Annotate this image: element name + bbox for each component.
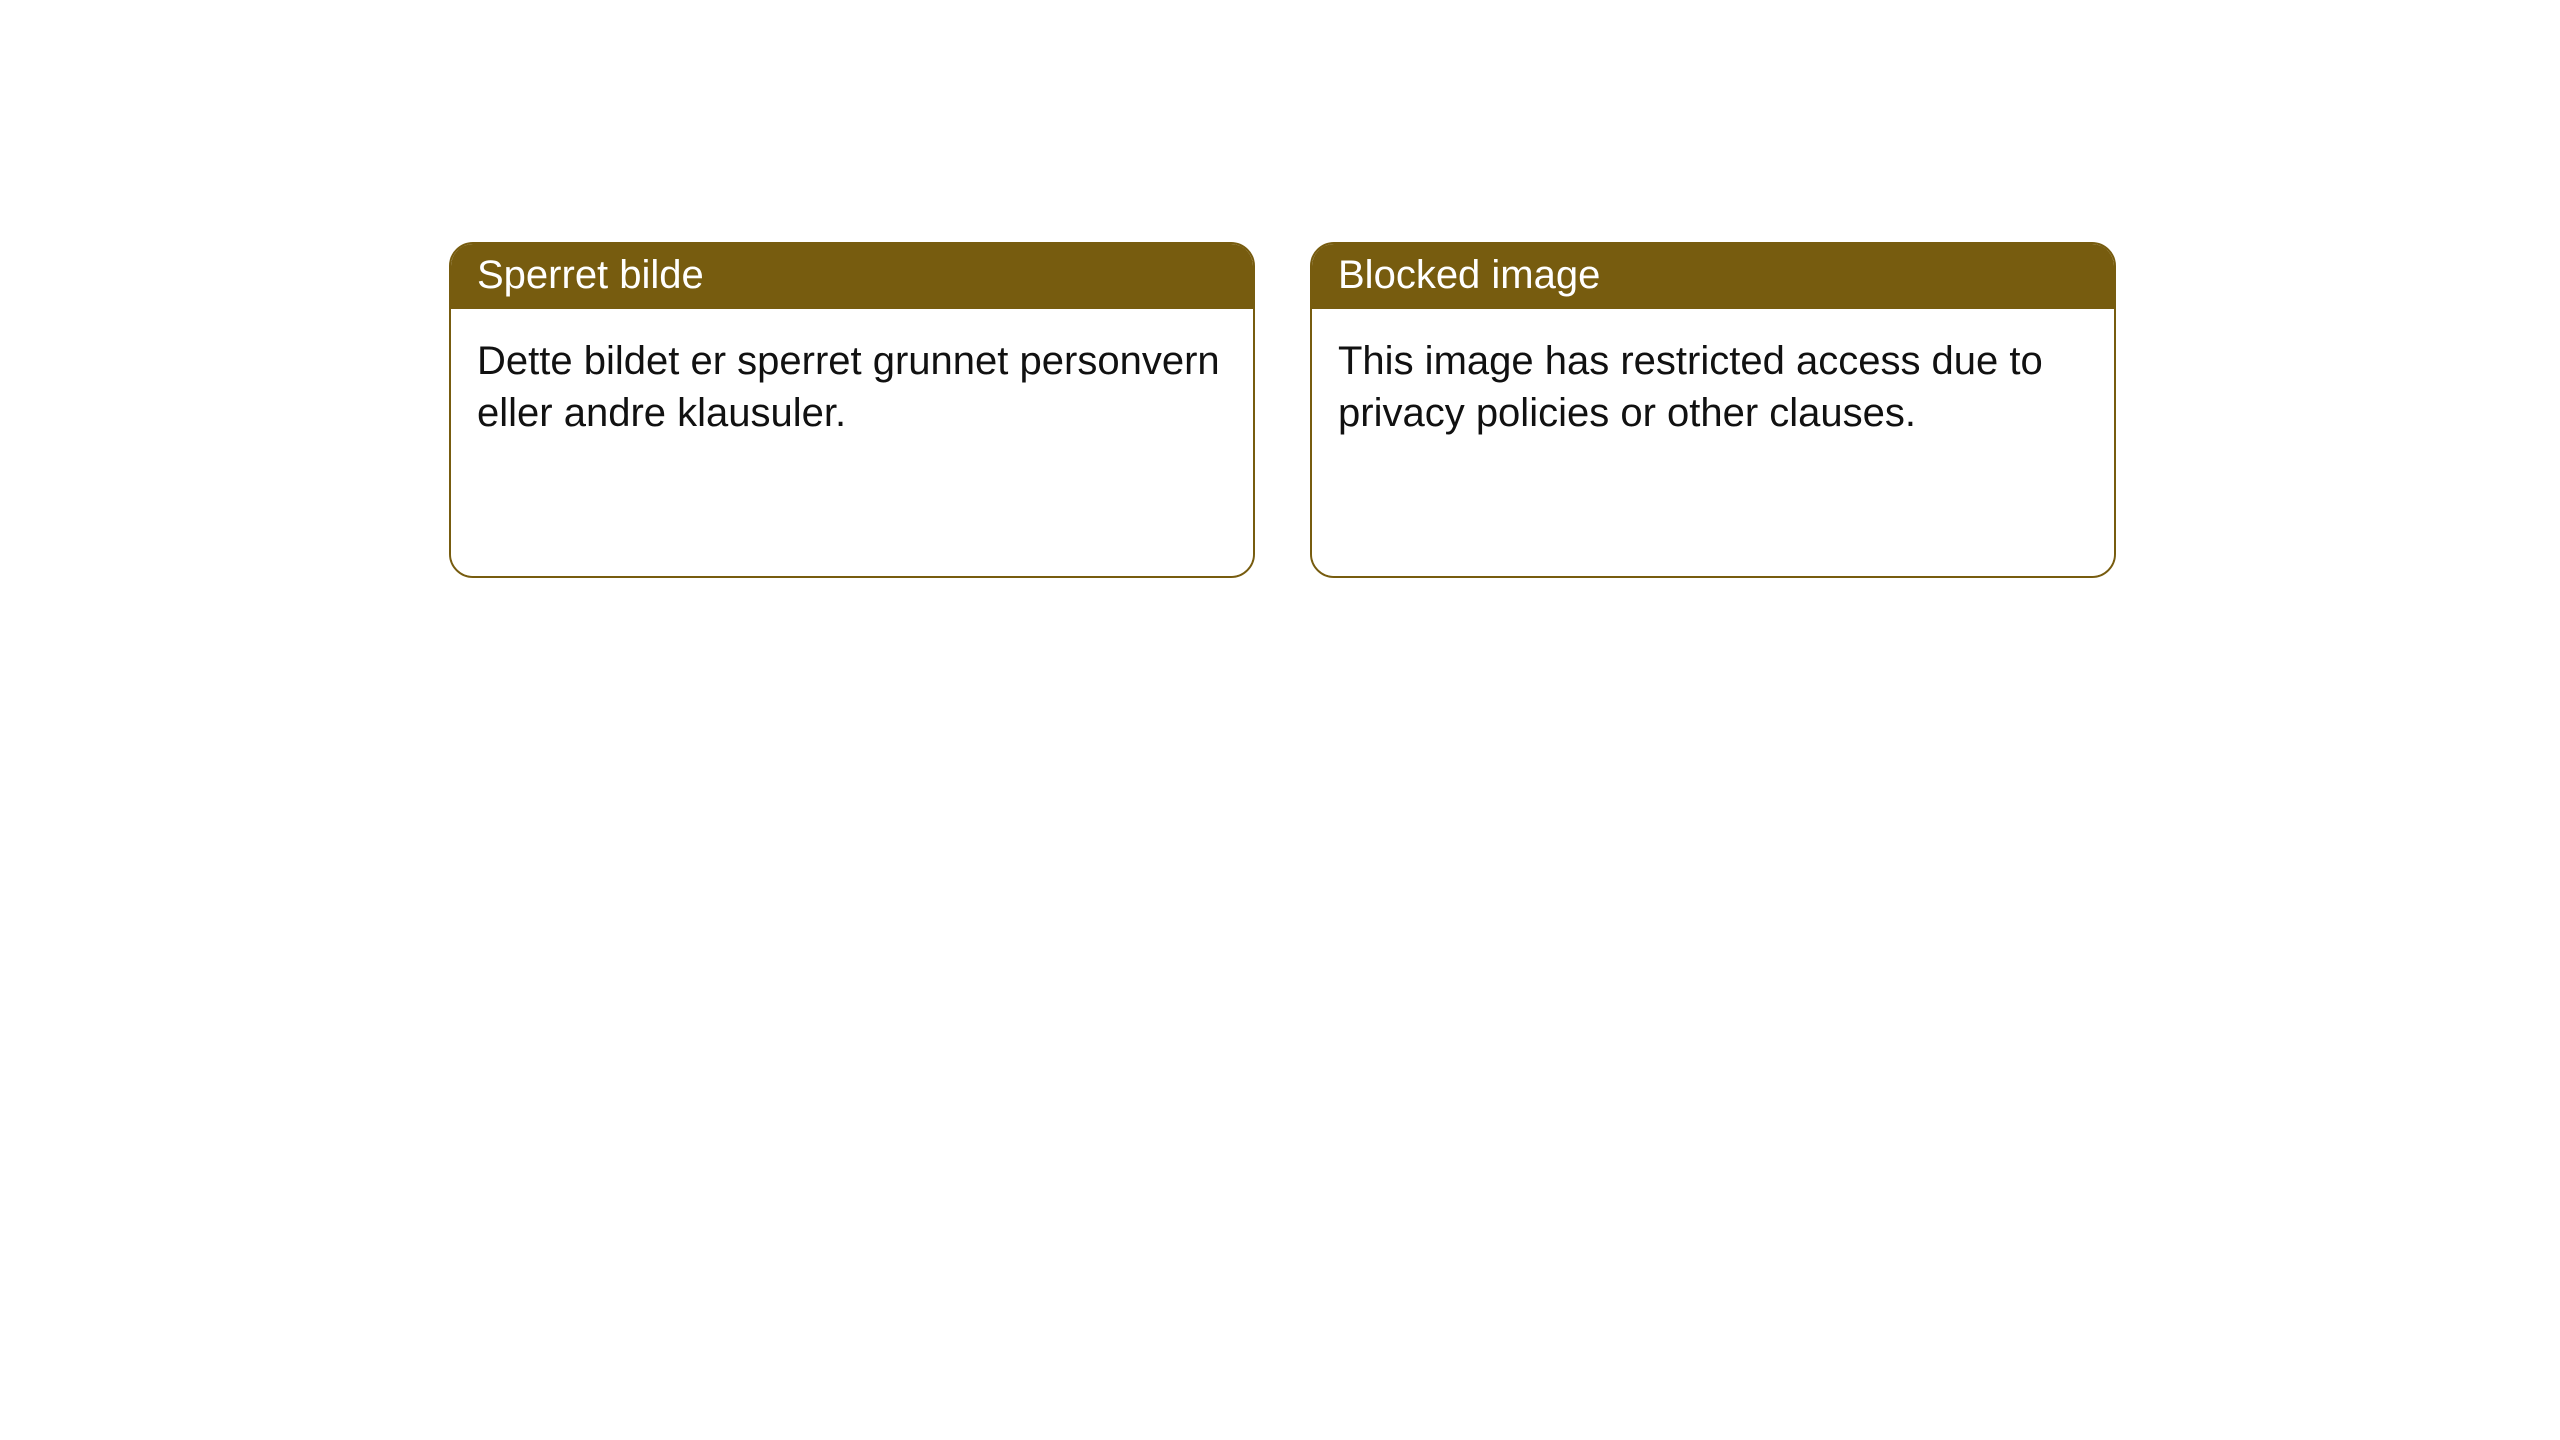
notice-card-en: Blocked image This image has restricted …	[1310, 242, 2116, 578]
notice-card-body: Dette bildet er sperret grunnet personve…	[451, 309, 1253, 576]
notice-card-title: Sperret bilde	[451, 244, 1253, 309]
notice-card-title: Blocked image	[1312, 244, 2114, 309]
notice-card-body: This image has restricted access due to …	[1312, 309, 2114, 576]
page: Sperret bilde Dette bildet er sperret gr…	[0, 0, 2560, 1440]
notice-cards: Sperret bilde Dette bildet er sperret gr…	[449, 242, 2116, 578]
notice-card-no: Sperret bilde Dette bildet er sperret gr…	[449, 242, 1255, 578]
